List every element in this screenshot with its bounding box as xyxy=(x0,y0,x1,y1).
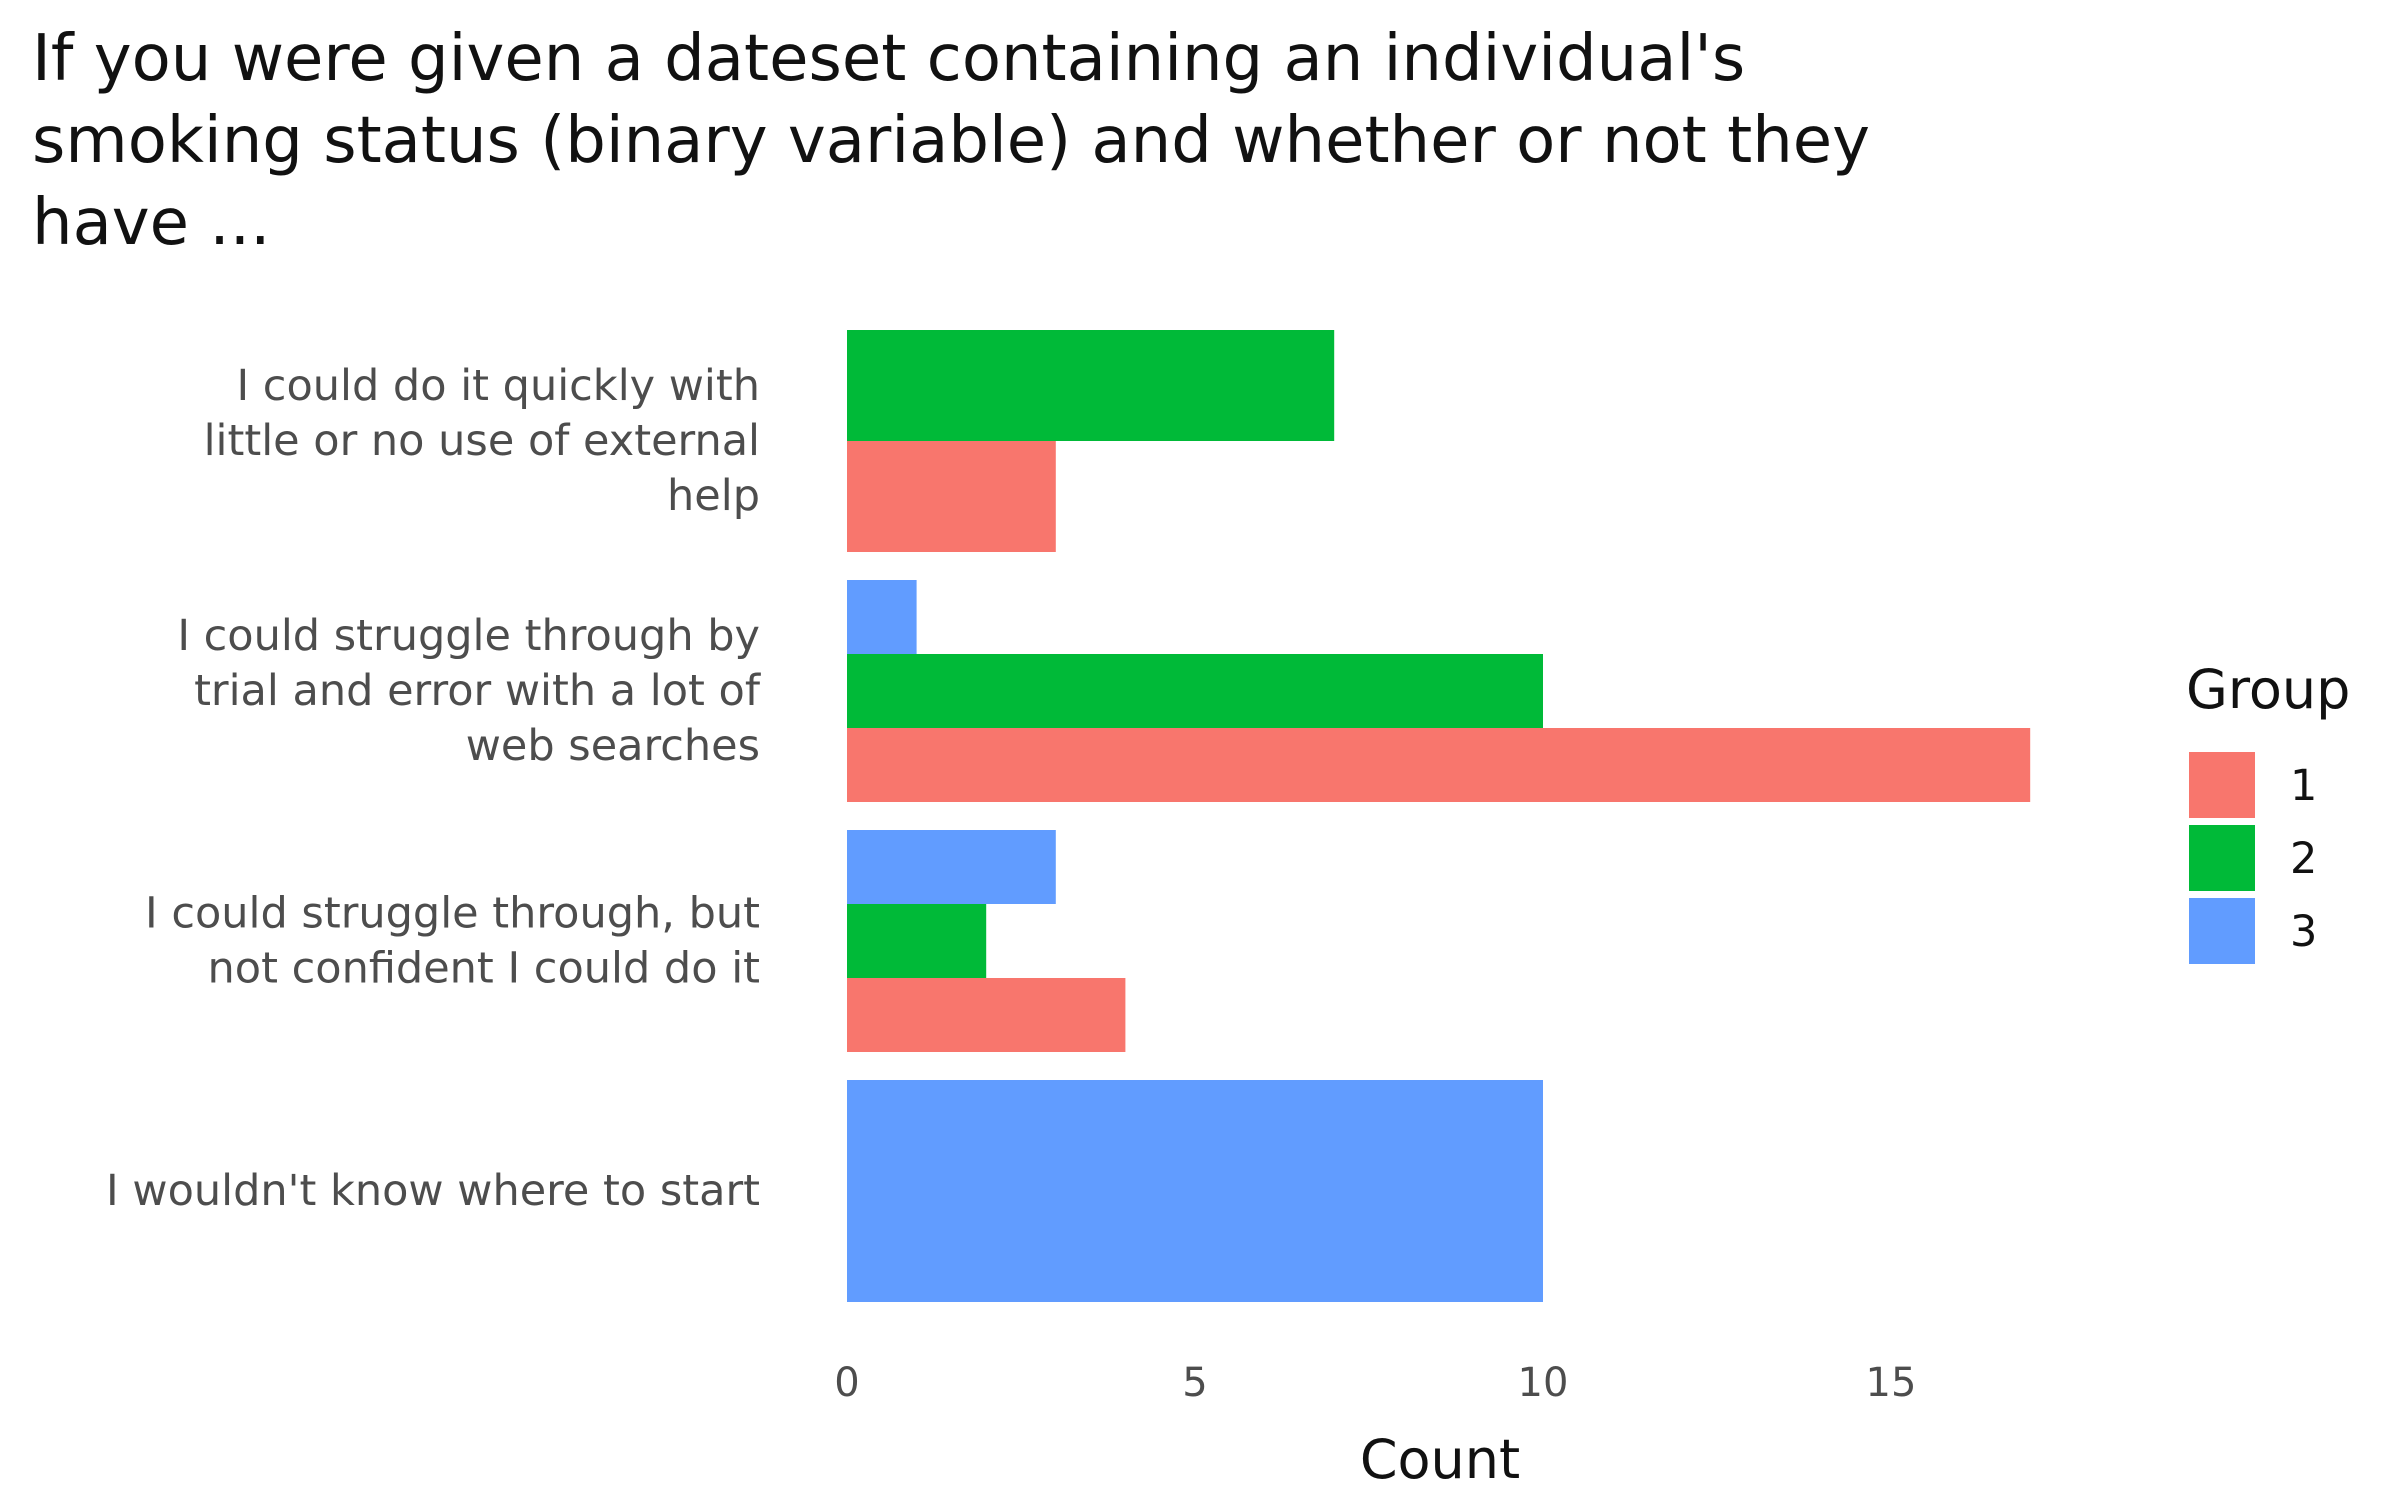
legend-label-group-1: 1 xyxy=(2290,761,2317,811)
bars-layer xyxy=(847,330,2031,1302)
category-label-1-line-3: help xyxy=(667,471,760,521)
x-axis-title: Count xyxy=(1360,1428,1520,1491)
category-label-4-line-1: I wouldn't know where to start xyxy=(106,1166,760,1216)
bar-cat3-group3 xyxy=(847,830,1056,904)
bar-cat2-group2 xyxy=(847,654,1543,728)
x-tick-label-5: 5 xyxy=(1182,1360,1207,1406)
legend-swatch-group-1 xyxy=(2189,752,2255,818)
bar-cat4-group3 xyxy=(847,1080,1543,1302)
bar-cat2-group3 xyxy=(847,580,917,654)
category-label-1-line-1: I could do it quickly with xyxy=(236,361,760,411)
category-label-3-line-1: I could struggle through, but xyxy=(145,889,760,939)
category-label-2-line-2: trial and error with a lot of xyxy=(194,666,761,716)
x-tick-label-10: 10 xyxy=(1518,1360,1569,1406)
category-label-1-line-2: little or no use of external xyxy=(204,416,760,466)
category-label-2-line-1: I could struggle through by xyxy=(177,611,760,661)
legend-title: Group xyxy=(2186,658,2350,721)
x-tick-label-0: 0 xyxy=(834,1360,859,1406)
legend-label-group-3: 3 xyxy=(2290,907,2317,957)
bar-cat3-group1 xyxy=(847,978,1126,1052)
x-axis: 0 5 10 15 xyxy=(834,1360,1916,1406)
legend-swatch-group-2 xyxy=(2189,825,2255,891)
category-label-3-line-2: not confident I could do it xyxy=(208,944,760,994)
category-label-2-line-3: web searches xyxy=(466,721,760,771)
legend-label-group-2: 2 xyxy=(2290,834,2317,884)
legend: Group 1 2 3 xyxy=(2186,658,2350,964)
bar-cat1-group1 xyxy=(847,441,1056,552)
chart-title: If you were given a dateset containing a… xyxy=(32,22,1870,260)
bar-cat3-group2 xyxy=(847,904,987,978)
legend-swatch-group-3 xyxy=(2189,898,2255,964)
bar-cat1-group2 xyxy=(847,330,1335,441)
bar-cat2-group1 xyxy=(847,728,2031,802)
x-tick-label-15: 15 xyxy=(1866,1360,1917,1406)
